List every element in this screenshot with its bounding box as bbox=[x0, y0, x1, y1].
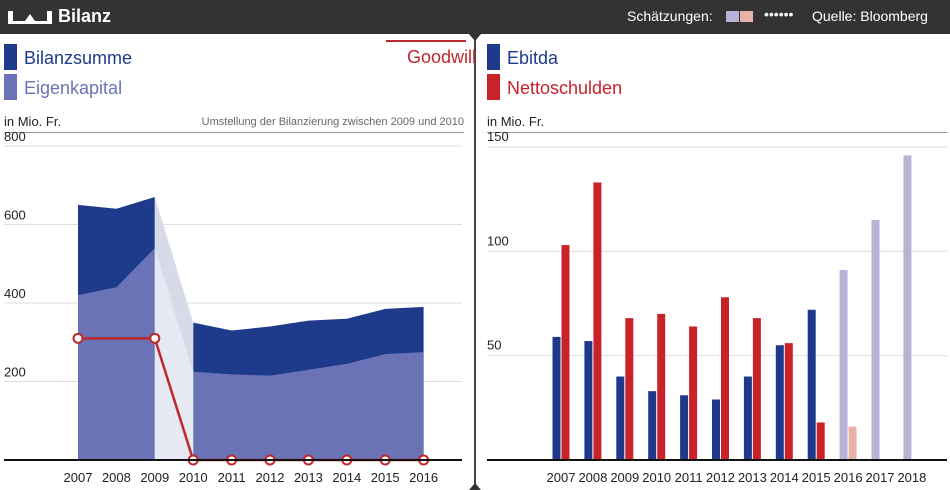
x-tick-left-2009: 2009 bbox=[140, 470, 169, 485]
divider-arrow-bottom bbox=[469, 483, 481, 490]
bar-ebitda-2008 bbox=[584, 341, 593, 460]
legend-swatch-bilanzsumme bbox=[4, 44, 17, 70]
bar-ebitda-2013 bbox=[743, 376, 752, 460]
legend-label-goodwill: Goodwill bbox=[407, 47, 477, 67]
legend-label-bilanzsumme: Bilanzsumme bbox=[24, 48, 133, 68]
x-tick-left-2016: 2016 bbox=[409, 470, 438, 485]
legend-swatch-eigenkapital bbox=[4, 74, 17, 100]
x-tick-left-2015: 2015 bbox=[371, 470, 400, 485]
area-eigenkapital-post bbox=[193, 352, 424, 460]
right-unit-label: in Mio. Fr. bbox=[487, 114, 545, 129]
bar-nettoschulden-2014 bbox=[784, 343, 793, 460]
y-tick-right-150: 150 bbox=[487, 129, 509, 144]
legend-swatch-ebitda bbox=[487, 44, 500, 70]
divider-arrow-top bbox=[469, 34, 481, 41]
legend-goodwill-line bbox=[386, 40, 466, 42]
bar-nettoschulden-2009 bbox=[625, 318, 634, 460]
x-tick-left-2013: 2013 bbox=[294, 470, 323, 485]
legend-swatch-nettoschulden bbox=[487, 74, 500, 100]
left-unit-label: in Mio. Fr. bbox=[4, 114, 62, 129]
bar-nettoschulden-2007 bbox=[561, 245, 570, 460]
bar-nettoschulden-2008 bbox=[593, 182, 602, 460]
estimate-swatch-red bbox=[740, 11, 753, 22]
area-eigenkapital-pre bbox=[78, 248, 155, 460]
bar-ebitda-2016 bbox=[839, 270, 848, 460]
page-title: Bilanz bbox=[58, 6, 112, 26]
x-tick-right-2014: 2014 bbox=[770, 470, 799, 485]
bar-nettoschulden-2012 bbox=[721, 297, 729, 460]
goodwill-point-2009 bbox=[149, 332, 161, 344]
ebitda-debt-bar-chart: 50 100 150 2007 2008 2009 2010 2011 2012 2013 2014… bbox=[487, 129, 947, 485]
bar-ebitda-2011 bbox=[680, 395, 689, 460]
x-tick-right-2009: 2009 bbox=[610, 470, 639, 485]
source-label: Quelle: Bloomberg bbox=[812, 8, 928, 24]
x-tick-left-2008: 2008 bbox=[102, 470, 131, 485]
x-tick-right-2016: 2016 bbox=[834, 470, 863, 485]
bar-ebitda-2015 bbox=[807, 309, 816, 460]
y-tick-left-600: 600 bbox=[4, 208, 26, 223]
x-tick-right-2015: 2015 bbox=[802, 470, 831, 485]
accounting-change-note: Umstellung der Bilanzierung zwischen 200… bbox=[201, 116, 464, 128]
bar-ebitda-2007 bbox=[552, 336, 561, 460]
x-tick-right-2017: 2017 bbox=[866, 470, 895, 485]
legend-label-ebitda: Ebitda bbox=[507, 48, 559, 68]
estimate-swatch-blue bbox=[726, 11, 739, 22]
x-tick-right-2012: 2012 bbox=[706, 470, 735, 485]
x-tick-right-2008: 2008 bbox=[578, 470, 607, 485]
legend-label-nettoschulden: Nettoschulden bbox=[507, 78, 623, 98]
panel-divider bbox=[474, 34, 476, 490]
x-tick-right-2011: 2011 bbox=[675, 470, 703, 485]
right-top-rule bbox=[487, 132, 947, 133]
goodwill-point-2007 bbox=[72, 332, 84, 344]
transition-eigenkapital bbox=[154, 248, 194, 460]
bar-ebitda-2010 bbox=[648, 391, 657, 460]
y-tick-left-400: 400 bbox=[4, 286, 26, 301]
x-tick-left-2012: 2012 bbox=[256, 470, 285, 485]
estimates-label: Schätzungen: bbox=[627, 8, 713, 24]
bar-ebitda-2014 bbox=[775, 345, 784, 460]
balance-area-chart: 200 400 600 800 2007 2008 2009 2010 2011 2012 2013… bbox=[4, 129, 462, 485]
estimate-dots-icon: •••••• bbox=[764, 6, 794, 22]
x-tick-right-2007: 2007 bbox=[547, 470, 576, 485]
bar-nettoschulden-2016 bbox=[848, 426, 857, 460]
balance-scale-icon bbox=[8, 11, 52, 24]
bar-nettoschulden-2010 bbox=[657, 313, 666, 460]
legend-label-eigenkapital: Eigenkapital bbox=[24, 78, 123, 98]
y-tick-right-100: 100 bbox=[487, 233, 509, 248]
y-tick-left-200: 200 bbox=[4, 365, 26, 380]
y-tick-left-800: 800 bbox=[4, 129, 26, 144]
bar-ebitda-2009 bbox=[616, 376, 625, 460]
x-tick-right-2010: 2010 bbox=[642, 470, 671, 485]
x-tick-left-2011: 2011 bbox=[218, 470, 246, 485]
x-tick-left-2010: 2010 bbox=[179, 470, 208, 485]
bar-nettoschulden-2013 bbox=[752, 318, 761, 460]
left-top-rule bbox=[4, 132, 464, 133]
bar-ebitda-2012 bbox=[712, 399, 720, 460]
x-tick-right-2018: 2018 bbox=[897, 470, 926, 485]
x-tick-right-2013: 2013 bbox=[738, 470, 767, 485]
x-tick-left-2007: 2007 bbox=[64, 470, 93, 485]
bar-ebitda-2017 bbox=[871, 220, 880, 460]
x-tick-left-2014: 2014 bbox=[332, 470, 361, 485]
header-bar: Bilanz Schätzungen: •••••• Quelle: Bloom… bbox=[0, 0, 950, 34]
bar-ebitda-2018 bbox=[903, 155, 912, 460]
bar-nettoschulden-2015 bbox=[816, 422, 825, 460]
bar-nettoschulden-2011 bbox=[689, 326, 698, 460]
y-tick-right-50: 50 bbox=[487, 338, 501, 353]
